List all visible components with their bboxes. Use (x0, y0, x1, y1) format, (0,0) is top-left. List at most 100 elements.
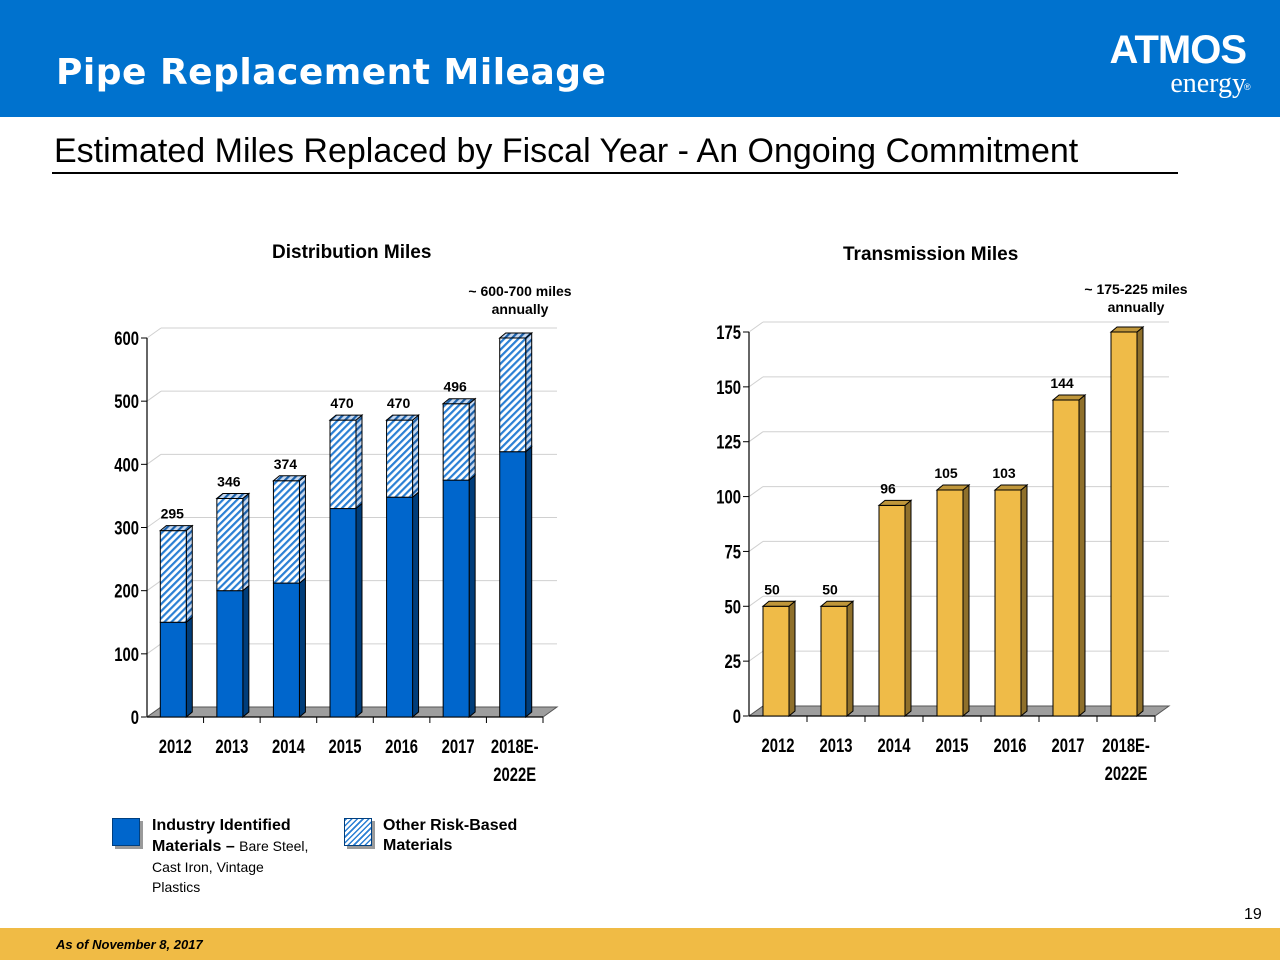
bar-segment-upper (272, 480, 300, 584)
gridline-side (146, 453, 162, 465)
bar-side (962, 483, 970, 718)
bar-top (328, 414, 364, 421)
gridline-side (748, 431, 764, 443)
footer-bar (0, 928, 1280, 960)
bar-segment-upper (329, 419, 357, 510)
data-label: 50 (764, 581, 780, 597)
x-tick-label: 2022E (493, 764, 536, 785)
bar-segment-upper (499, 337, 527, 453)
y-tick-label: 25 (725, 651, 741, 672)
data-label: 295 (161, 506, 185, 522)
bar-side (525, 331, 533, 453)
data-label: 50 (822, 581, 838, 597)
transmission-note-line2: annually (1107, 299, 1165, 315)
x-tick-label: 2013 (215, 736, 248, 757)
x-tick-label: 2018E- (1102, 735, 1150, 756)
bar-segment (442, 479, 470, 718)
data-label: 374 (274, 456, 298, 472)
data-label: 470 (387, 395, 411, 411)
legend-solid-desc2: Cast Iron, Vintage (152, 859, 264, 875)
y-tick-label: 100 (716, 487, 741, 508)
y-tick-label: 150 (716, 377, 741, 398)
gridline-side (748, 321, 764, 333)
legend-solid-desc3: Plastics (152, 879, 201, 895)
y-tick-label: 500 (114, 391, 139, 412)
distribution-note-line1: ~ 600-700 miles (468, 283, 572, 299)
bar-segment (159, 621, 187, 718)
y-tick-label: 0 (131, 707, 139, 728)
legend-other-risk-based: Other Risk-Based Materials (383, 816, 517, 856)
x-tick-label: 2017 (442, 736, 475, 757)
distribution-chart-title: Distribution Miles (272, 242, 432, 263)
bar-segment-upper (159, 530, 187, 623)
header-bar: Pipe Replacement Mileage ATMOS energy ® (0, 0, 1280, 117)
bar-segment (1052, 399, 1080, 717)
data-label: 496 (443, 379, 467, 395)
bar-side (525, 445, 533, 719)
bar-top (1051, 394, 1087, 401)
x-tick-label: 2015 (329, 736, 362, 757)
bar-side (298, 577, 306, 719)
gridline-side (748, 376, 764, 388)
bar-top (272, 475, 307, 482)
y-tick-label: 100 (114, 644, 139, 665)
x-tick-label: 2014 (878, 735, 911, 756)
bar-side (904, 499, 912, 718)
legend-solid-desc1: Bare Steel, (239, 838, 309, 854)
x-tick-label: 2015 (936, 735, 969, 756)
bar-top (819, 600, 855, 607)
gridline-side (748, 650, 764, 662)
bar-segment (878, 504, 906, 717)
x-tick-label: 2012 (159, 736, 192, 757)
x-tick-label: 2018E- (491, 736, 539, 757)
bar-segment (216, 590, 244, 718)
gridline-side (748, 541, 764, 552)
bar-side (1020, 483, 1028, 718)
x-tick-label: 2014 (272, 736, 305, 757)
distribution-chart: 0 100 200 300 400 500 600 2012 295 2013 346 2014 374… (114, 327, 559, 785)
x-tick-label: 2016 (994, 735, 1027, 756)
data-label: 346 (217, 473, 241, 489)
gridline-side (146, 517, 162, 528)
bar-top (993, 484, 1029, 491)
data-label: 96 (880, 480, 896, 496)
legend-hatch-line2: Materials (383, 837, 453, 854)
bar-segment (936, 489, 964, 717)
slide-subtitle: Estimated Miles Replaced by Fiscal Year … (54, 132, 1079, 170)
x-tick-label: 2022E (1105, 763, 1148, 784)
legend-industry-identified: Industry Identified Materials – Bare Ste… (152, 816, 308, 897)
bar-segment (386, 496, 414, 718)
bar-top (877, 499, 913, 506)
data-label: 144 (1050, 375, 1074, 391)
y-tick-label: 400 (114, 455, 139, 476)
bar-side (788, 600, 796, 718)
distribution-annual-note: ~ 600-700 miles annually (440, 282, 600, 318)
gridline-side (748, 595, 764, 607)
y-tick-label: 600 (114, 328, 139, 349)
bar-segment (820, 605, 848, 717)
bar-top (385, 414, 420, 421)
y-tick-label: 50 (725, 597, 741, 618)
y-tick-label: 175 (716, 322, 741, 343)
bar-side (242, 584, 250, 719)
bar-segment (762, 605, 790, 717)
bar-segment-upper (216, 497, 244, 592)
y-tick-label: 0 (733, 706, 741, 727)
legend-solid-title2: Materials (152, 838, 222, 855)
distribution-note-line2: annually (491, 301, 549, 317)
gridline-side (748, 486, 764, 497)
page-number: 19 (1244, 906, 1262, 923)
y-tick-label: 300 (114, 518, 139, 539)
bar-side (355, 502, 363, 719)
bar-side (468, 397, 476, 482)
y-tick-label: 125 (716, 432, 741, 453)
data-label: 103 (992, 465, 1016, 481)
x-tick-label: 2012 (762, 735, 795, 756)
bar-top (215, 492, 251, 499)
y-tick-label: 75 (725, 542, 741, 563)
data-label: 105 (934, 465, 958, 481)
data-label: 470 (330, 395, 354, 411)
transmission-chart: 0 25 50 75 100 125 150 175 2012 50 2013 50 2014 96 201… (716, 321, 1171, 784)
legend-swatch-other-risk-based (344, 818, 372, 846)
